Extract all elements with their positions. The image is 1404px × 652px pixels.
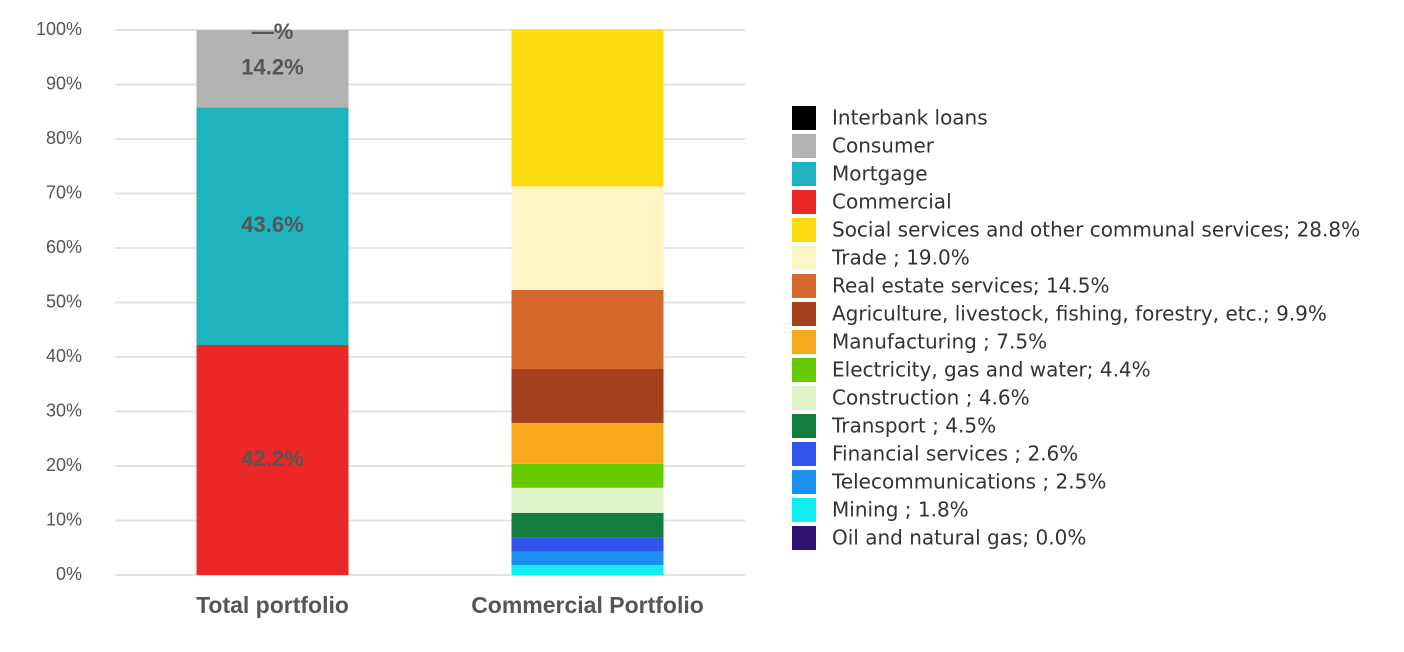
- bar-segment: [511, 422, 664, 464]
- legend-label: Construction ; 4.6%: [832, 386, 1030, 410]
- bar-segment: [511, 463, 664, 488]
- legend-swatch: [792, 358, 816, 382]
- legend-swatch: [792, 470, 816, 494]
- legend-swatch: [792, 442, 816, 466]
- legend-swatch: [792, 162, 816, 186]
- bar-segment: [196, 30, 349, 108]
- legend-label: Consumer: [832, 134, 935, 158]
- legend-label: Social services and other communal servi…: [832, 218, 1360, 242]
- bar-segment: [511, 186, 664, 290]
- legend-label: Transport ; 4.5%: [831, 414, 996, 438]
- data-label: 14.2%: [241, 55, 303, 80]
- y-tick-label: 30%: [46, 400, 82, 420]
- legend-label: Manufacturing ; 7.5%: [832, 330, 1047, 354]
- legend-swatch: [792, 330, 816, 354]
- data-label: 43.6%: [241, 212, 303, 237]
- y-tick-label: 60%: [46, 237, 82, 257]
- y-tick-label: 100%: [36, 19, 82, 39]
- bar-segment: [511, 551, 664, 566]
- bar-segment: [511, 565, 664, 575]
- bar-segment: [511, 368, 664, 423]
- bar-segment: [511, 512, 664, 538]
- legend-swatch: [792, 498, 816, 522]
- legend-label: Interbank loans: [832, 106, 988, 130]
- y-tick-label: 0%: [56, 564, 82, 584]
- legend-swatch: [792, 414, 816, 438]
- data-label: 42.2%: [241, 446, 303, 471]
- legend-swatch: [792, 106, 816, 130]
- legend-label: Commercial: [832, 190, 952, 214]
- legend-swatch: [792, 246, 816, 270]
- legend-label: Agriculture, livestock, fishing, forestr…: [832, 302, 1327, 326]
- legend-swatch: [792, 218, 816, 242]
- bar-segment: [196, 345, 349, 575]
- legend-label: Real estate services; 14.5%: [832, 274, 1110, 298]
- y-tick-label: 90%: [46, 73, 82, 93]
- legend-label: Mortgage: [832, 162, 928, 186]
- data-label: —%: [252, 19, 294, 44]
- legend-swatch: [792, 302, 816, 326]
- legend-swatch: [792, 274, 816, 298]
- bar-segment: [511, 29, 664, 187]
- y-tick-label: 10%: [46, 509, 82, 529]
- bar-segment: [511, 537, 664, 552]
- legend-label: Mining ; 1.8%: [832, 498, 969, 522]
- legend-label: Financial services ; 2.6%: [832, 442, 1078, 466]
- legend-swatch: [792, 134, 816, 158]
- legend-label: Trade ; 19.0%: [831, 246, 970, 270]
- y-tick-label: 40%: [46, 346, 82, 366]
- bar-segment: [511, 487, 664, 513]
- legend-swatch: [792, 526, 816, 550]
- y-tick-label: 20%: [46, 455, 82, 475]
- bar-segment: [511, 289, 664, 369]
- legend-swatch: [792, 386, 816, 410]
- y-tick-label: 80%: [46, 128, 82, 148]
- y-tick-label: 50%: [46, 291, 82, 311]
- legend-swatch: [792, 190, 816, 214]
- legend-label: Electricity, gas and water; 4.4%: [832, 358, 1151, 382]
- legend-label: Oil and natural gas; 0.0%: [832, 526, 1086, 550]
- legend-label: Telecommunications ; 2.5%: [831, 470, 1106, 494]
- bar-segment: [196, 107, 349, 346]
- y-tick-label: 70%: [46, 182, 82, 202]
- x-tick-label: Commercial Portfolio: [471, 592, 704, 618]
- x-tick-label: Total portfolio: [196, 592, 349, 618]
